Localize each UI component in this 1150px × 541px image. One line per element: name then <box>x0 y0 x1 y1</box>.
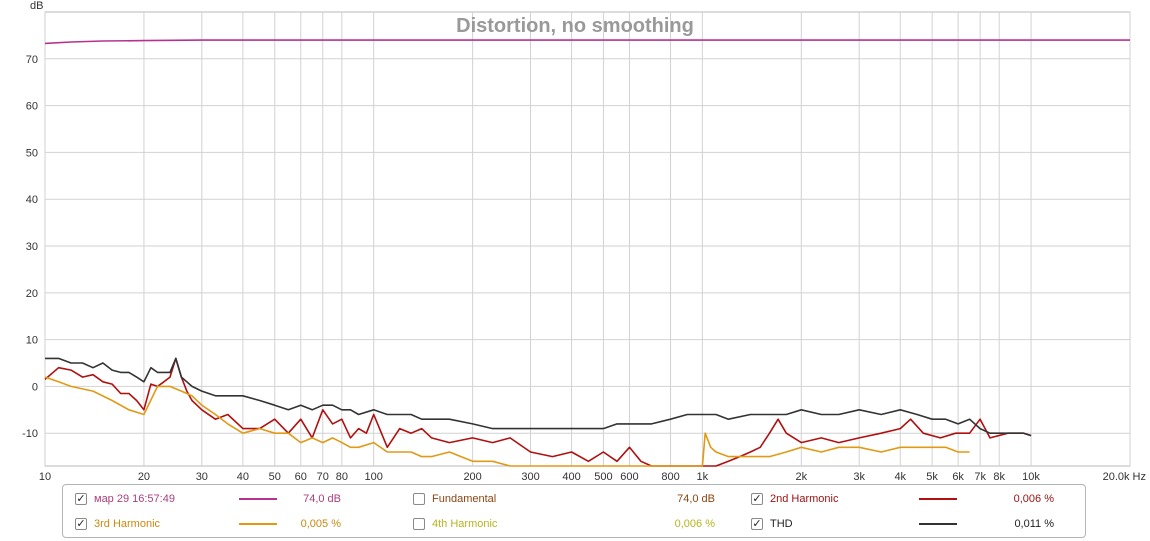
x-tick-label: 60 <box>295 471 307 480</box>
x-tick-label: 7k <box>974 471 986 480</box>
x-tick-label: 600 <box>620 471 638 480</box>
measurement-checkbox[interactable]: ✓ <box>75 492 87 505</box>
series-line-thd <box>45 357 1032 437</box>
grid-lines <box>44 12 1131 466</box>
x-tick-label: 2k <box>796 471 808 480</box>
legend-panel: ✓ мар 29 16:57:49 74,0 dB Fundamental 74,0 d… <box>62 484 1086 538</box>
y-tick-label: 0 <box>32 381 38 393</box>
y-tick-label: -10 <box>22 428 38 440</box>
fundamental-label: Fundamental <box>432 493 497 505</box>
y-tick-label: 20 <box>26 288 38 300</box>
series-line-3rd-harmonic <box>44 376 970 467</box>
y-tick-label: 50 <box>26 147 38 159</box>
x-tick-label: 70 <box>317 471 329 480</box>
y-tick-label: 70 <box>26 54 38 66</box>
measurement-value: 74,0 dB <box>303 493 341 505</box>
x-tick-label: 30 <box>196 471 208 480</box>
measurement-label: мар 29 16:57:49 <box>94 493 175 505</box>
x-tick-label: 1k <box>697 471 709 480</box>
x-tick-label: 20,0k Hz <box>1103 471 1146 480</box>
4th-harmonic-value: 0,006 % <box>674 518 715 530</box>
legend-row: ✓ мар 29 16:57:49 74,0 dB Fundamental 74,0 d… <box>63 488 1085 510</box>
y-axis-label: dB <box>30 0 43 12</box>
y-tick-label: 10 <box>26 335 38 347</box>
legend-item-fundamental: Fundamental <box>413 488 496 510</box>
x-tick-label: 6k <box>952 471 964 480</box>
x-tick-label: 800 <box>661 471 679 480</box>
x-tick-label: 50 <box>269 471 281 480</box>
2nd-harmonic-line-swatch <box>919 488 957 510</box>
3rd-harmonic-line-swatch <box>239 513 277 535</box>
legend-row: ✓ 3rd Harmonic 0,005 % 4th Harmonic 0,006 % ✓… <box>63 513 1085 535</box>
x-tick-label: 10k <box>1022 471 1040 480</box>
x-tick-label: 40 <box>237 471 249 480</box>
x-tick-label: 300 <box>521 471 539 480</box>
y-tick-label: 30 <box>26 241 38 253</box>
legend-item-3rd-harmonic: ✓ 3rd Harmonic <box>75 513 160 535</box>
x-tick-label: 20 <box>138 471 150 480</box>
x-tick-label: 100 <box>365 471 383 480</box>
y-tick-label: 60 <box>26 101 38 113</box>
2nd-harmonic-checkbox[interactable]: ✓ <box>751 492 763 505</box>
3rd-harmonic-checkbox[interactable]: ✓ <box>75 517 87 530</box>
thd-value: 0,011 % <box>1014 518 1054 530</box>
distortion-chart: 10 20 30 40 50 60 70 80 100 200 300 400 500 600 800 1k 2… <box>22 0 1146 480</box>
legend-item-thd: ✓ THD <box>751 513 793 535</box>
series-lines <box>44 39 1130 467</box>
x-tick-label: 200 <box>463 471 481 480</box>
fundamental-value: 74,0 dB <box>677 493 715 505</box>
legend-item-4th-harmonic: 4th Harmonic <box>413 513 497 535</box>
x-tick-label: 5k <box>926 471 938 480</box>
x-tick-label: 500 <box>594 471 612 480</box>
x-tick-label: 3k <box>853 471 865 480</box>
2nd-harmonic-label: 2nd Harmonic <box>770 493 839 505</box>
legend-item-measurement: ✓ мар 29 16:57:49 <box>75 488 175 510</box>
chart-title: Distortion, no smoothing <box>456 15 694 37</box>
axis-ticks: 10 20 30 40 50 60 70 80 100 200 300 400 500 600 800 1k 2… <box>22 54 1146 480</box>
4th-harmonic-checkbox[interactable] <box>413 518 425 530</box>
thd-label: THD <box>770 518 793 530</box>
x-tick-label: 80 <box>336 471 348 480</box>
x-tick-label: 10 <box>39 471 51 480</box>
x-tick-label: 8k <box>993 471 1005 480</box>
2nd-harmonic-value: 0,006 % <box>1013 493 1054 505</box>
plot-area <box>44 11 1131 467</box>
x-tick-label: 400 <box>562 471 580 480</box>
measurement-line-swatch <box>239 488 277 510</box>
thd-checkbox[interactable]: ✓ <box>751 517 763 530</box>
series-line-29-16-57-49 <box>44 39 1130 45</box>
4th-harmonic-label: 4th Harmonic <box>432 518 498 530</box>
series-line-2nd-harmonic <box>44 357 1032 467</box>
fundamental-checkbox[interactable] <box>413 493 425 505</box>
3rd-harmonic-value: 0,005 % <box>300 518 341 530</box>
3rd-harmonic-label: 3rd Harmonic <box>94 518 161 530</box>
x-tick-label: 4k <box>894 471 906 480</box>
y-tick-label: 40 <box>26 194 38 206</box>
legend-item-2nd-harmonic: ✓ 2nd Harmonic <box>751 488 838 510</box>
thd-line-swatch <box>919 513 957 535</box>
